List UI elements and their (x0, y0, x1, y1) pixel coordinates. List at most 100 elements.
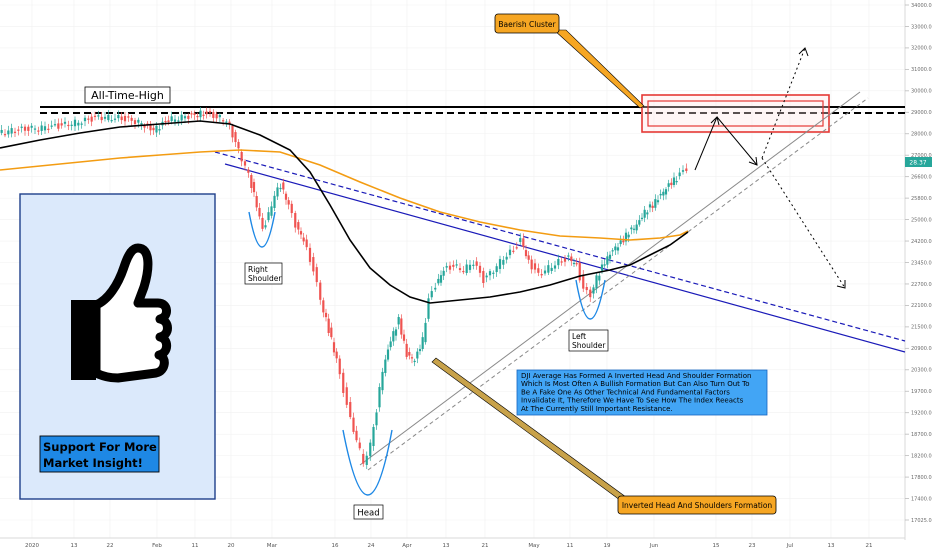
candle-body (335, 351, 338, 359)
y-tick-label: 17800.00 (911, 475, 932, 481)
candle-body (524, 250, 528, 257)
candle-body (252, 182, 256, 193)
y-tick-label: 24200.00 (911, 239, 932, 245)
head-box (353, 504, 384, 520)
candle-body (448, 265, 452, 270)
candle-body (279, 187, 282, 190)
candle-body (372, 426, 375, 447)
candle-body (294, 212, 297, 228)
candle-body (654, 199, 657, 208)
candle-body (193, 113, 196, 115)
candle-body (482, 271, 485, 283)
candle-body (264, 225, 267, 228)
description-line: Which Is Most Often A Bullish Formation … (521, 380, 750, 388)
candle-body (173, 119, 177, 122)
x-tick-label: 16 (332, 543, 339, 549)
candle-body (180, 114, 183, 121)
candle-body (394, 329, 398, 336)
candle-body (468, 264, 472, 270)
candle-body (589, 289, 592, 298)
candle-body (43, 126, 47, 131)
ath-label-box (84, 86, 171, 104)
description-line: Invalidate It, Therefore We Have To See … (521, 397, 744, 405)
candle-body (196, 115, 199, 118)
candle-body (140, 123, 143, 125)
y-tick-label: 20900.00 (911, 346, 932, 352)
projection-down-arrow-head (748, 156, 758, 166)
candle-body (299, 231, 303, 235)
candle-body (287, 200, 290, 205)
candle-body (530, 259, 533, 270)
y-tick-label: 22700.00 (911, 282, 932, 288)
left-shoulder-curve (575, 279, 606, 320)
candle-body (537, 268, 540, 273)
candle-body (458, 268, 462, 271)
candle-body (381, 371, 384, 391)
y-tick-label: 18700.00 (911, 432, 932, 438)
candle-body (149, 123, 152, 131)
candle-body (123, 115, 127, 122)
candle-body (622, 240, 625, 243)
candle-body (77, 122, 80, 126)
candle-body (608, 254, 612, 259)
candle-body (155, 125, 158, 133)
candle-body (670, 182, 673, 186)
candle-body (33, 128, 37, 130)
candle-body (243, 161, 247, 166)
candle-body (276, 187, 279, 197)
candle-body (117, 115, 120, 119)
head-curve (342, 429, 393, 496)
candle-body (87, 118, 90, 120)
description-box (516, 369, 768, 416)
candle-body (465, 264, 468, 273)
candle-body (681, 170, 685, 172)
candle-body (315, 267, 318, 283)
candle-body (392, 331, 395, 342)
candle-body (137, 119, 140, 123)
candle-body (643, 209, 646, 218)
x-tick-label: 13 (443, 543, 450, 549)
candle-body (177, 120, 180, 122)
left-shoulder-label-1: Left (572, 332, 586, 341)
candle-body (533, 263, 537, 270)
candle-body (547, 265, 550, 273)
candle-body (427, 298, 430, 319)
description-line: At The Currently Still Important Resista… (521, 405, 673, 413)
candle-body (462, 270, 465, 273)
candle-body (93, 115, 97, 117)
x-tick-label: 11 (567, 543, 574, 549)
candle-body (635, 224, 638, 231)
candle-body (231, 125, 234, 138)
candle-body (410, 357, 414, 359)
y-tick-label: 31000.00 (911, 67, 932, 73)
candle-body (572, 262, 576, 265)
candle-body (595, 275, 598, 289)
candle-body (284, 193, 288, 200)
x-tick-label: Apr (402, 543, 412, 549)
candle-body (247, 169, 250, 173)
x-tick-label: 22 (107, 543, 114, 549)
candles (0, 107, 688, 470)
candle-body (563, 258, 567, 262)
candle-body (498, 259, 502, 269)
candle-body (222, 120, 225, 122)
candle-body (445, 266, 448, 268)
candle-body (167, 120, 170, 122)
candle-body (512, 250, 515, 252)
candle-body (437, 278, 440, 284)
ath-label: All-Time-High (91, 89, 164, 102)
candle-body (27, 126, 30, 131)
candle-body (212, 112, 215, 118)
candle-body (290, 203, 293, 214)
y-tick-label: 22100.00 (911, 303, 932, 309)
candle-body (199, 110, 202, 118)
candle-body (662, 191, 665, 196)
candle-body (472, 264, 475, 266)
candle-body (50, 125, 53, 127)
candle-body (630, 227, 633, 230)
candle-body (47, 128, 50, 130)
candle-body (103, 116, 107, 119)
candle-body (355, 430, 358, 441)
candle-body (332, 342, 336, 353)
candle-body (37, 130, 40, 132)
